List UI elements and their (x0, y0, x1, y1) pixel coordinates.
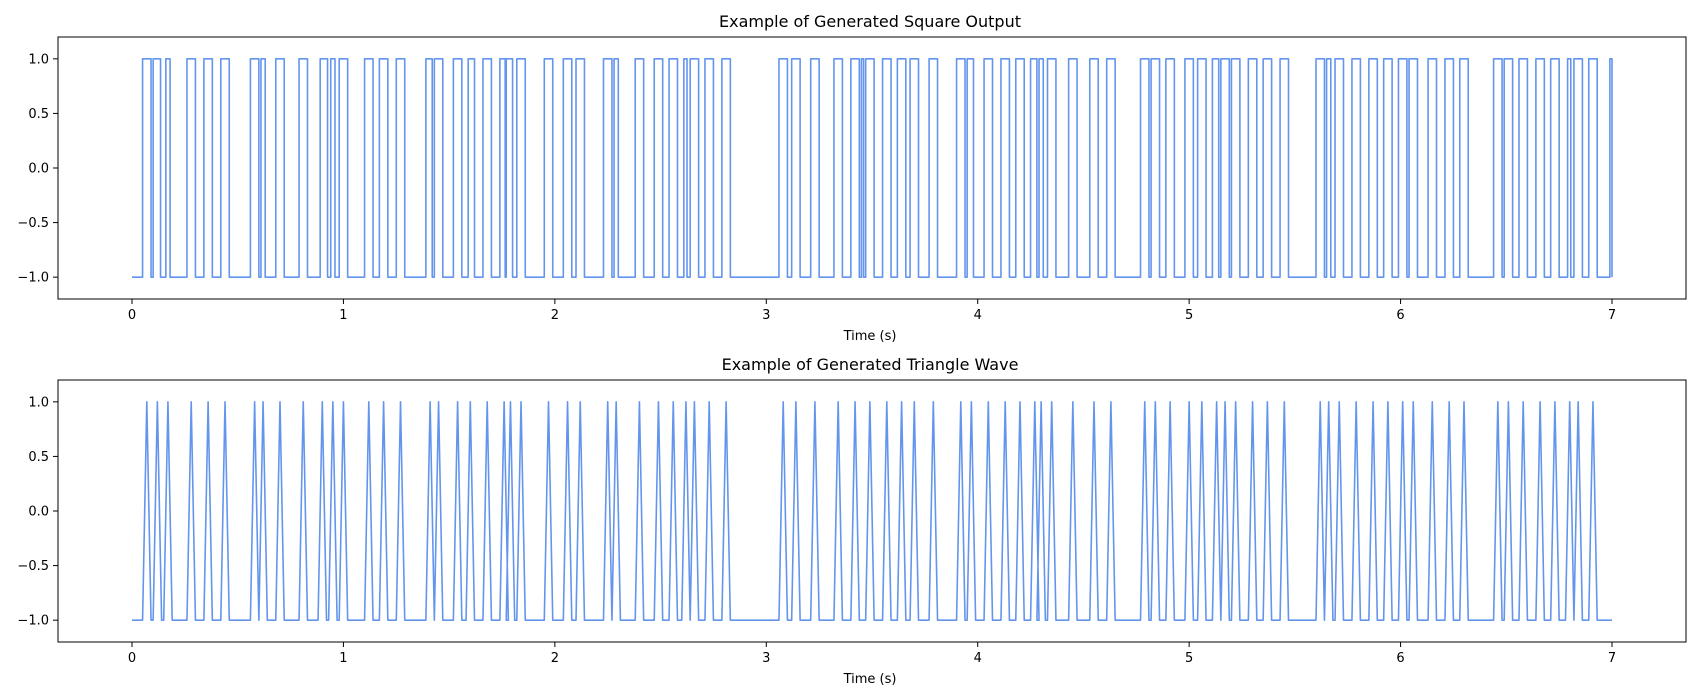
square-chart-title: Example of Generated Square Output (719, 12, 1021, 31)
x-tick-label: 1 (339, 308, 347, 323)
triangle-plot-frame (57, 379, 1687, 643)
x-tick-label: 0 (128, 308, 136, 323)
x-tick-label: 7 (1608, 651, 1616, 666)
y-tick-label: −1.0 (17, 271, 49, 286)
x-tick-label: 6 (1396, 308, 1404, 323)
y-tick-label: −0.5 (17, 216, 49, 231)
x-tick-label: 7 (1608, 308, 1616, 323)
y-tick-label: −0.5 (17, 559, 49, 574)
x-tick-label: 4 (974, 308, 982, 323)
triangle-chart-title: Example of Generated Triangle Wave (722, 355, 1019, 374)
square-x-axis-label: Time (s) (843, 329, 897, 344)
triangle-x-axis-label: Time (s) (843, 672, 897, 687)
y-tick-label: −1.0 (17, 614, 49, 629)
y-tick-label: 0.0 (28, 162, 49, 177)
triangle-axis-ticks: 0 1 2 3 4 5 6 7 1.0 0.5 0.0 −0.5 −1.0 (17, 395, 1616, 666)
square-wave-series (132, 58, 1613, 278)
square-plot-frame (57, 36, 1687, 300)
y-tick-label: 1.0 (28, 395, 49, 410)
y-tick-label: 1.0 (28, 52, 49, 67)
x-tick-label: 4 (974, 651, 982, 666)
triangle-wave-series (132, 401, 1612, 621)
x-tick-label: 3 (762, 308, 770, 323)
square-output-panel: Example of Generated Square Output 0 1 2 3 4… (17, 12, 1687, 344)
x-tick-label: 3 (762, 651, 770, 666)
x-tick-label: 6 (1396, 651, 1404, 666)
triangle-wave-panel: Example of Generated Triangle Wave 0 1 2 3 4… (17, 355, 1687, 687)
y-tick-label: 0.5 (28, 107, 49, 122)
square-axis-ticks: 0 1 2 3 4 5 6 7 1.0 0.5 0.0 −0.5 −1.0 (17, 52, 1616, 323)
y-tick-label: 0.5 (28, 450, 49, 465)
x-tick-label: 2 (551, 651, 559, 666)
x-tick-label: 1 (339, 651, 347, 666)
x-tick-label: 2 (551, 308, 559, 323)
x-tick-label: 5 (1185, 651, 1193, 666)
x-tick-label: 5 (1185, 308, 1193, 323)
x-tick-label: 0 (128, 651, 136, 666)
y-tick-label: 0.0 (28, 505, 49, 520)
